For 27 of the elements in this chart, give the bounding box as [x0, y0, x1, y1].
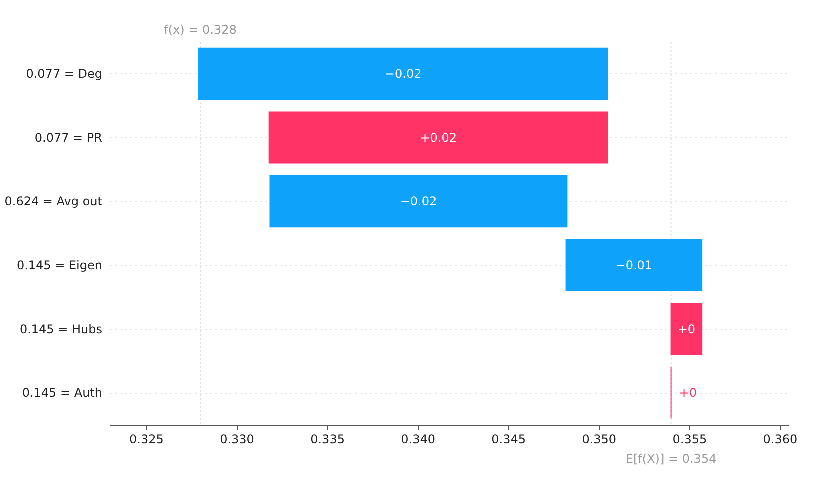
y-tick-label: 0.077 = PR [34, 130, 102, 145]
x-tick-label: 0.330 [220, 432, 254, 446]
bar [566, 239, 703, 292]
data-label: +0.02 [420, 130, 458, 145]
data-label: +0 [678, 322, 696, 336]
y-tick-label: 0.077 = Deg [26, 66, 102, 81]
x-tick-label: 0.325 [130, 432, 164, 446]
x-tick-label: 0.335 [310, 432, 345, 446]
data-label: −0.01 [616, 258, 653, 272]
data-label: −0.02 [384, 66, 422, 81]
x-tick-label: 0.355 [672, 432, 708, 446]
x-tick-label: 0.350 [582, 432, 617, 446]
y-tick-label: 0.145 = Hubs [20, 322, 102, 336]
bar [670, 303, 703, 356]
bar [268, 112, 608, 164]
x-tick-label: 0.340 [401, 432, 436, 446]
y-tick-label: 0.624 = Avg out [4, 194, 103, 209]
data-label: −0.02 [400, 194, 438, 209]
x-tick-label: 0.345 [492, 432, 526, 446]
ref-line-label: E[f(X)] = 0.354 [626, 452, 717, 466]
bar [198, 48, 608, 100]
x-tick-label: 0.360 [763, 432, 798, 446]
bar [270, 176, 568, 228]
ref-line-label: f(x) = 0.328 [164, 23, 237, 37]
y-tick-label: 0.145 = Auth [22, 386, 102, 400]
y-tick-label: 0.145 = Eigen [16, 258, 102, 272]
data-label: +0 [679, 386, 698, 400]
